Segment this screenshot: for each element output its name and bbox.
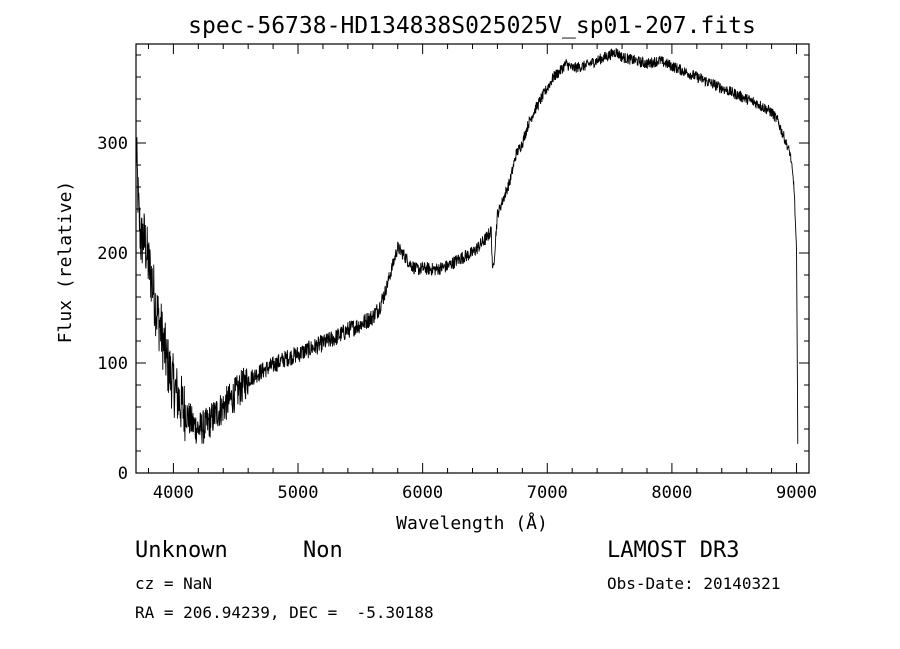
y-tick-label: 0 <box>118 464 128 484</box>
redshift-readout: cz = NaN <box>135 574 213 593</box>
spectrum-line <box>136 48 799 444</box>
y-tick-label: 300 <box>97 134 128 154</box>
obs-date: Obs-Date: 20140321 <box>607 574 781 593</box>
axis-tick-labels: 4000 5000 6000 7000 8000 9000 0 100 200 300 <box>97 134 817 503</box>
plot-frame <box>135 43 810 474</box>
survey-name: LAMOST DR3 <box>607 538 740 563</box>
object-class: Unknown <box>135 538 228 563</box>
x-tick-label: 4000 <box>153 483 194 503</box>
x-tick-label: 9000 <box>776 483 817 503</box>
x-tick-label: 7000 <box>527 483 568 503</box>
y-axis-label: Flux (relative) <box>55 181 76 344</box>
chart-title: spec-56738-HD134838S025025V_sp01-207.fit… <box>188 13 756 39</box>
x-axis-label: Wavelength (Å) <box>396 512 548 534</box>
object-subclass: Non <box>303 538 343 563</box>
y-tick-label: 100 <box>97 354 128 374</box>
spectrum-chart: spec-56738-HD134838S025025V_sp01-207.fit… <box>55 13 817 534</box>
x-tick-label: 5000 <box>278 483 319 503</box>
x-tick-label: 6000 <box>402 483 443 503</box>
x-tick-label: 8000 <box>651 483 692 503</box>
axis-ticks <box>136 44 809 474</box>
coordinates-readout: RA = 206.94239, DEC = -5.30188 <box>135 603 434 622</box>
y-tick-label: 200 <box>97 244 128 264</box>
